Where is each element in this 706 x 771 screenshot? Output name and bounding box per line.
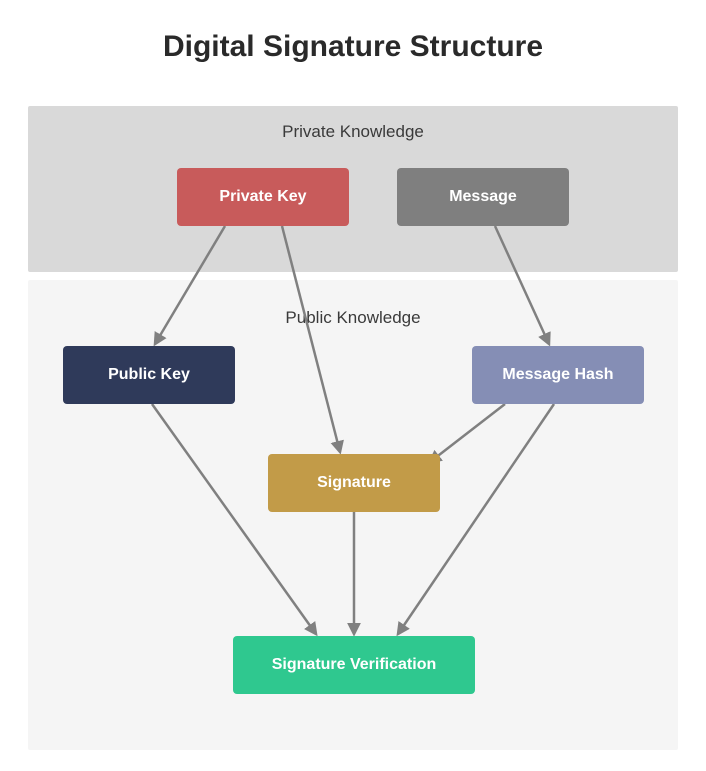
node-message-hash: Message Hash xyxy=(472,346,644,404)
node-private-key: Private Key xyxy=(177,168,349,226)
public-region-label: Public Knowledge xyxy=(28,308,678,328)
private-region-label: Private Knowledge xyxy=(28,122,678,142)
node-public-key: Public Key xyxy=(63,346,235,404)
diagram-title: Digital Signature Structure xyxy=(0,0,706,88)
node-verification: Signature Verification xyxy=(233,636,475,694)
node-signature: Signature xyxy=(268,454,440,512)
diagram-canvas: Private Knowledge Public Knowledge Privat… xyxy=(0,88,706,768)
node-message: Message xyxy=(397,168,569,226)
